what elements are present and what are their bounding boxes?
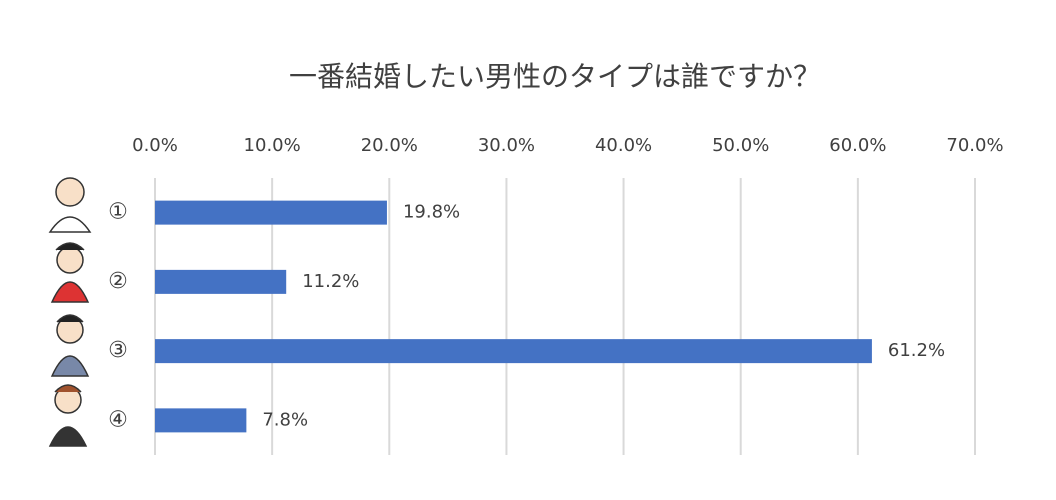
x-tick-label: 0.0% <box>132 135 178 156</box>
y-tick-label: ② <box>108 269 128 294</box>
avatar-icons <box>48 177 92 447</box>
x-tick-label: 40.0% <box>595 135 652 156</box>
bar <box>155 269 287 294</box>
data-label: 61.2% <box>888 340 945 361</box>
x-tick-label: 70.0% <box>946 135 1003 156</box>
x-tick-label: 50.0% <box>712 135 769 156</box>
bar <box>155 200 387 225</box>
x-tick-label: 20.0% <box>361 135 418 156</box>
x-tick-label: 60.0% <box>829 135 886 156</box>
avatar-icon <box>50 242 90 303</box>
x-tick-label: 30.0% <box>478 135 535 156</box>
data-label: 19.8% <box>403 202 460 223</box>
y-tick-label: ① <box>108 200 128 225</box>
y-tick-label: ③ <box>108 338 128 363</box>
avatar-icon <box>48 177 92 233</box>
chart-title: 一番結婚したい男性のタイプは誰ですか？ <box>289 60 821 93</box>
bar <box>155 408 247 433</box>
data-label: 7.8% <box>262 409 308 430</box>
x-tick-label: 10.0% <box>244 135 301 156</box>
bar <box>155 339 872 364</box>
avatar-icon <box>50 314 90 377</box>
y-tick-label: ④ <box>108 407 128 432</box>
data-label: 11.2% <box>302 271 359 292</box>
avatar-icon <box>48 384 88 447</box>
